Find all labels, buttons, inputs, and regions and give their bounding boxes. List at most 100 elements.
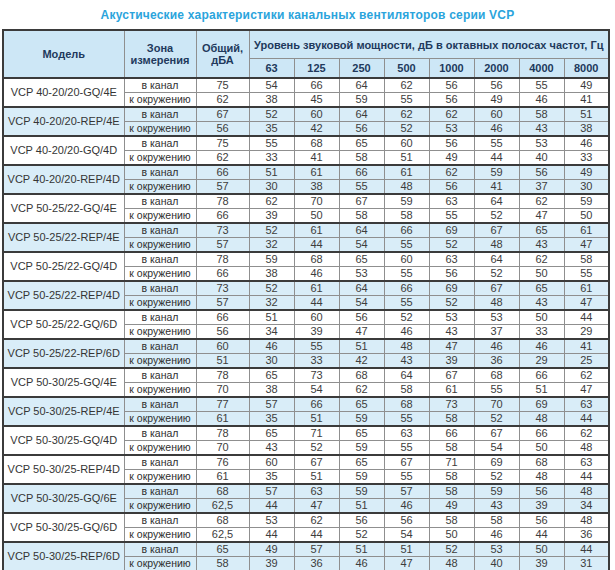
total-dba-cell: 73 — [196, 223, 249, 238]
level-cell: 41 — [294, 151, 339, 166]
level-cell: 30 — [249, 180, 294, 195]
level-cell: 68 — [294, 252, 339, 267]
total-dba-cell: 61 — [196, 412, 249, 427]
level-cell: 46 — [474, 339, 519, 354]
level-cell: 58 — [519, 107, 564, 122]
level-cell: 58 — [429, 513, 474, 528]
table-row-in-duct: VCP 50-25/22-GQ/6Dв канал665160565253535… — [3, 310, 609, 325]
level-cell: 65 — [339, 397, 384, 412]
model-cell: VCP 50-30/25-GQ/4D — [3, 426, 124, 455]
model-cell: VCP 50-25/22-GQ/4E — [3, 194, 124, 223]
level-cell: 49 — [564, 78, 609, 93]
level-cell: 58 — [384, 383, 429, 398]
level-cell: 49 — [249, 542, 294, 557]
level-cell: 31 — [564, 557, 609, 570]
level-cell: 67 — [474, 281, 519, 296]
total-dba-cell: 67 — [196, 107, 249, 122]
model-cell: VCP 40-20/20-REP/4E — [3, 107, 124, 136]
table-row-in-duct: VCP 50-25/22-REP/4Dв канал73526164666967… — [3, 281, 609, 296]
level-cell: 44 — [294, 238, 339, 253]
level-cell: 52 — [474, 412, 519, 427]
level-cell: 30 — [564, 180, 609, 195]
zone-cell: к окружению — [124, 412, 196, 427]
level-cell: 33 — [564, 151, 609, 166]
zone-cell: в канал — [124, 194, 196, 209]
level-cell: 59 — [384, 194, 429, 209]
level-cell: 55 — [384, 441, 429, 456]
level-cell: 65 — [339, 426, 384, 441]
level-cell: 54 — [294, 383, 339, 398]
level-cell: 58 — [339, 151, 384, 166]
level-cell: 41 — [564, 339, 609, 354]
level-cell: 67 — [339, 194, 384, 209]
total-dba-cell: 75 — [196, 136, 249, 151]
level-cell: 48 — [474, 238, 519, 253]
level-cell: 52 — [294, 441, 339, 456]
total-dba-cell: 62,5 — [196, 528, 249, 543]
level-cell: 47 — [384, 557, 429, 570]
level-cell: 46 — [519, 93, 564, 108]
zone-cell: в канал — [124, 223, 196, 238]
model-cell: VCP 50-25/22-REP/4D — [3, 281, 124, 310]
level-cell: 58 — [429, 470, 474, 485]
table-body: VCP 40-20/20-GQ/4Eв канал755466646256565… — [3, 78, 609, 570]
level-cell: 66 — [384, 223, 429, 238]
frequency-header: 125 — [294, 59, 339, 79]
level-cell: 62 — [519, 194, 564, 209]
total-dba-cell: 75 — [196, 78, 249, 93]
model-cell: VCP 50-30/25-GQ/6D — [3, 513, 124, 542]
level-cell: 52 — [474, 470, 519, 485]
level-cell: 44 — [294, 528, 339, 543]
level-cell: 53 — [339, 267, 384, 282]
level-cell: 56 — [384, 513, 429, 528]
level-cell: 62 — [429, 107, 474, 122]
level-cell: 58 — [339, 209, 384, 224]
total-dba-cell: 78 — [196, 426, 249, 441]
level-cell: 59 — [474, 484, 519, 499]
level-cell: 46 — [474, 528, 519, 543]
level-cell: 57 — [294, 542, 339, 557]
header-row-main: Модель Зона измерения Общий, дБА Уровень… — [3, 30, 609, 59]
level-cell: 39 — [249, 557, 294, 570]
level-cell: 44 — [564, 470, 609, 485]
level-cell: 70 — [474, 397, 519, 412]
zone-cell: в канал — [124, 426, 196, 441]
level-cell: 42 — [294, 122, 339, 137]
level-cell: 38 — [564, 122, 609, 137]
level-cell: 64 — [474, 252, 519, 267]
frequency-header: 250 — [339, 59, 384, 79]
level-cell: 63 — [429, 252, 474, 267]
zone-cell: к окружению — [124, 122, 196, 137]
table-row-in-duct: VCP 50-30/25-GQ/6Eв канал685763595758595… — [3, 484, 609, 499]
total-dba-cell: 68 — [196, 484, 249, 499]
level-cell: 67 — [294, 455, 339, 470]
zone-cell: в канал — [124, 339, 196, 354]
level-cell: 55 — [384, 470, 429, 485]
level-cell: 55 — [474, 383, 519, 398]
level-cell: 29 — [519, 354, 564, 369]
level-cell: 47 — [339, 325, 384, 340]
level-cell: 53 — [429, 122, 474, 137]
level-cell: 66 — [384, 281, 429, 296]
level-cell: 43 — [474, 499, 519, 514]
level-cell: 56 — [339, 513, 384, 528]
level-cell: 56 — [339, 122, 384, 137]
level-cell: 44 — [564, 542, 609, 557]
level-cell: 48 — [384, 339, 429, 354]
level-cell: 52 — [249, 107, 294, 122]
level-cell: 46 — [474, 122, 519, 137]
zone-cell: к окружению — [124, 180, 196, 195]
table-row-in-duct: VCP 50-30/25-REP/4Eв канал77576665687370… — [3, 397, 609, 412]
total-dba-cell: 57 — [196, 238, 249, 253]
zone-cell: в канал — [124, 542, 196, 557]
level-cell: 39 — [249, 209, 294, 224]
total-dba-cell: 66 — [196, 165, 249, 180]
level-cell: 46 — [564, 136, 609, 151]
level-cell: 56 — [429, 93, 474, 108]
level-cell: 54 — [384, 528, 429, 543]
total-dba-cell: 58 — [196, 557, 249, 570]
level-cell: 52 — [384, 122, 429, 137]
level-cell: 62 — [384, 78, 429, 93]
level-cell: 63 — [429, 194, 474, 209]
level-cell: 59 — [339, 412, 384, 427]
